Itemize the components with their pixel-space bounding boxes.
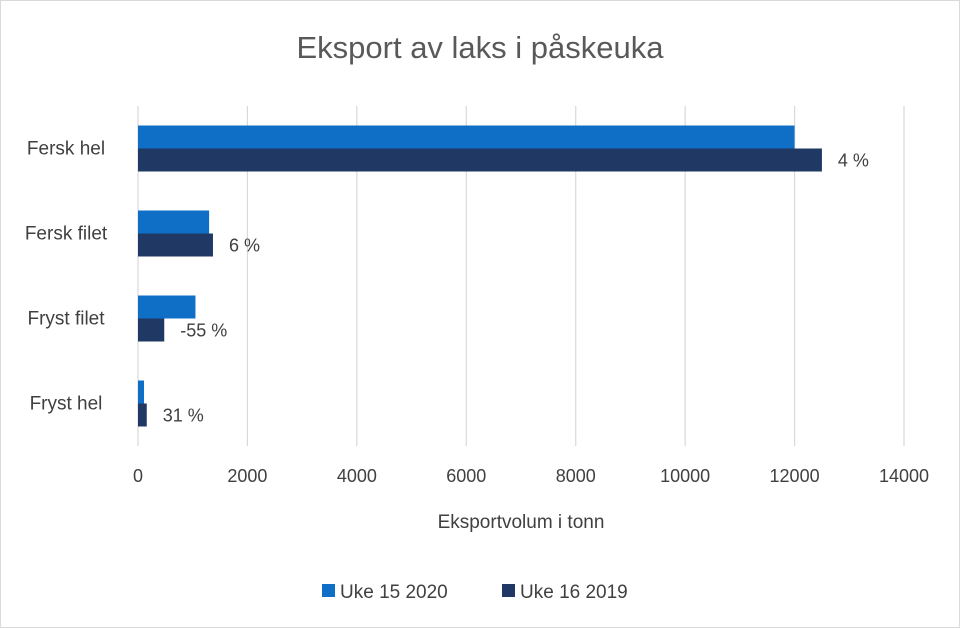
bar: [138, 125, 795, 149]
category-label: Fersk hel: [27, 139, 105, 160]
bar: [138, 210, 210, 234]
bar: [138, 295, 196, 319]
category-label: Fersk filet: [25, 224, 108, 245]
bar: [138, 233, 213, 257]
data-label: 4 %: [838, 151, 869, 171]
x-tick-label: 6000: [446, 466, 486, 486]
x-tick-labels: 0 2000 4000 6000 8000 10000 12000 14000: [133, 466, 929, 486]
chart-title: Eksport av laks i påskeuka: [296, 30, 664, 65]
x-tick-label: 14000: [879, 466, 929, 486]
bars: [138, 125, 822, 427]
x-tick-label: 0: [133, 466, 143, 486]
x-axis-title: Eksportvolum i tonn: [438, 512, 605, 533]
legend-swatch: [322, 584, 335, 597]
x-tick-label: 10000: [660, 466, 710, 486]
x-tick-label: 12000: [770, 466, 820, 486]
bar: [138, 403, 147, 427]
legend-swatch: [502, 584, 515, 597]
data-labels: 4 % 6 % -55 % 31 %: [163, 151, 869, 426]
x-tick-label: 8000: [556, 466, 596, 486]
bar: [138, 380, 145, 404]
x-tick-label: 2000: [227, 466, 267, 486]
bar: [138, 318, 165, 342]
category-labels: Fersk hel Fersk filet Fryst filet Fryst hel: [25, 139, 108, 415]
category-label: Fryst filet: [27, 309, 105, 330]
legend: Uke 15 2020 Uke 16 2019: [322, 582, 628, 603]
bar: [138, 148, 822, 172]
data-label: 31 %: [163, 406, 204, 426]
category-label: Fryst hel: [30, 394, 103, 415]
data-label: -55 %: [180, 321, 227, 341]
data-label: 6 %: [229, 236, 260, 256]
x-tick-label: 4000: [337, 466, 377, 486]
legend-label: Uke 15 2020: [340, 582, 448, 603]
legend-label: Uke 16 2019: [520, 582, 628, 603]
